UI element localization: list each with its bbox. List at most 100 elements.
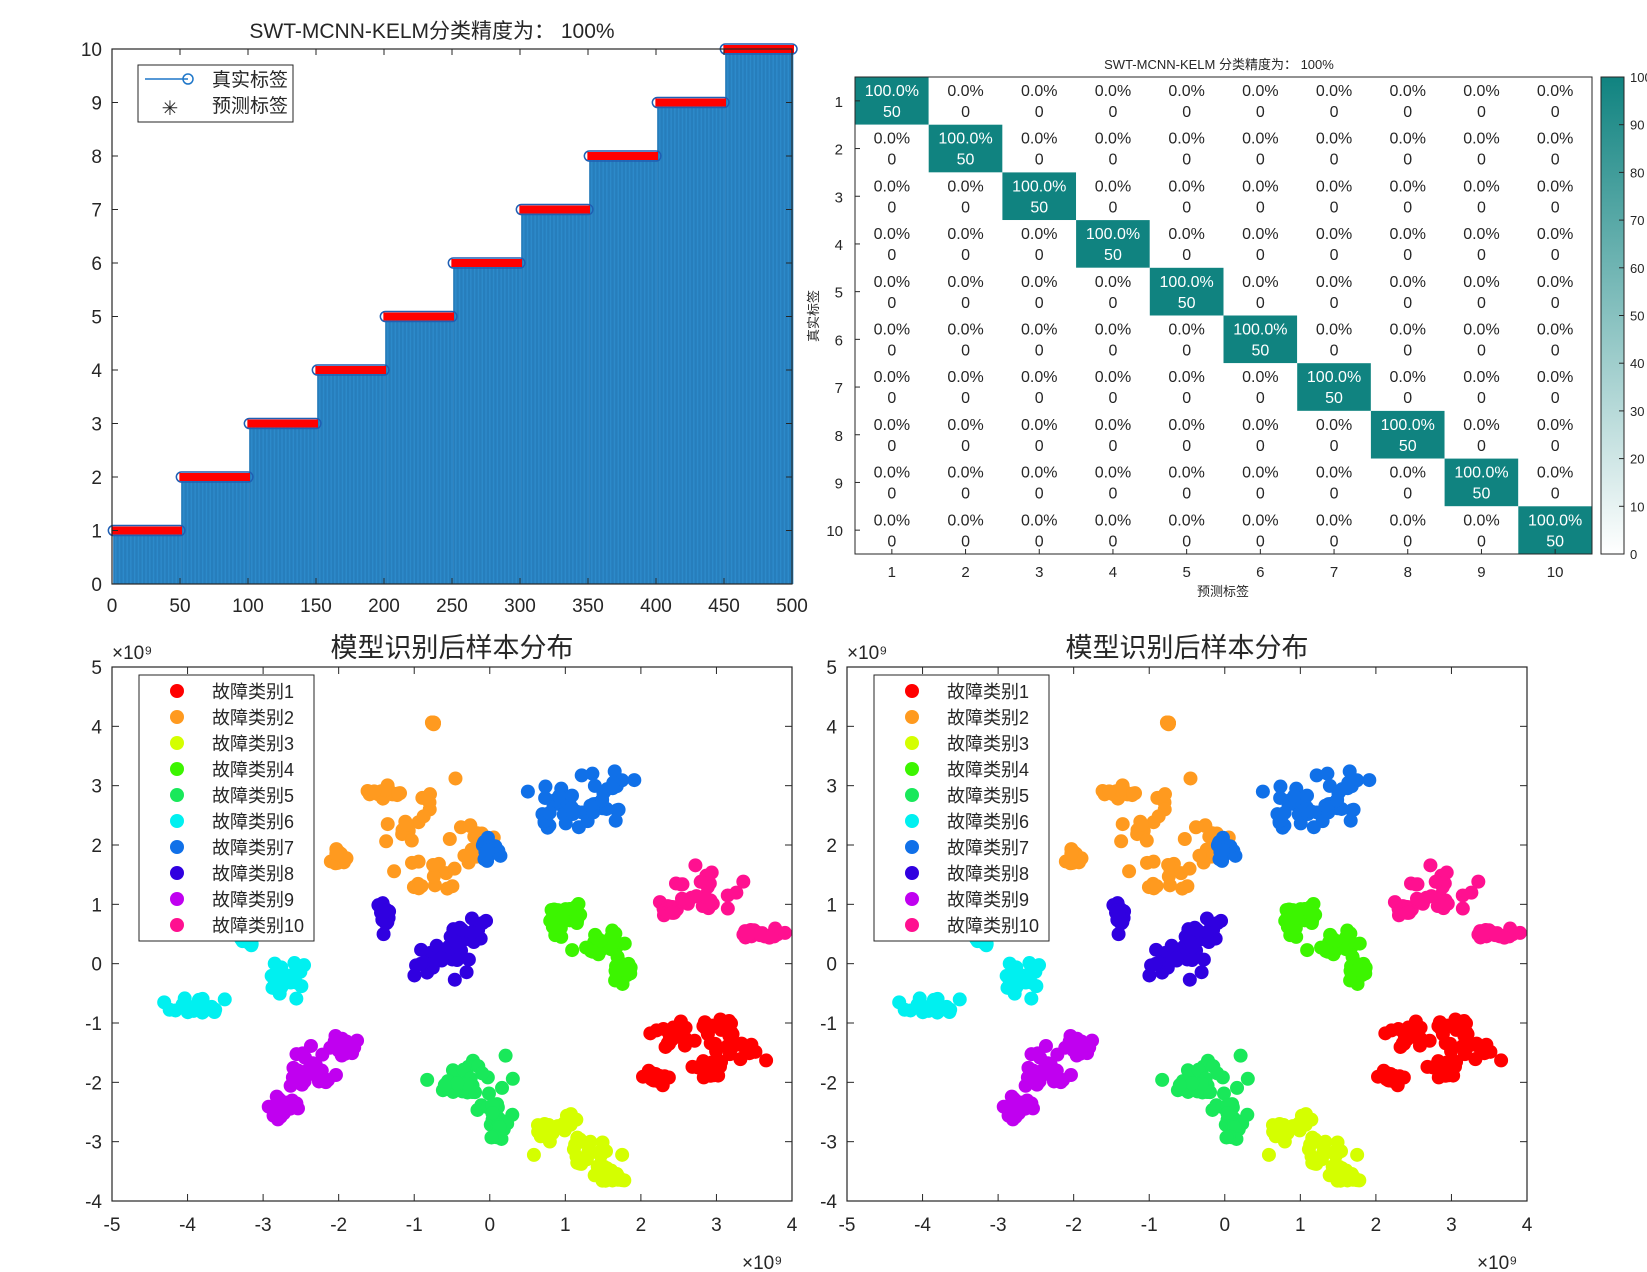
cm-cell-percent: 0.0% [1390,322,1426,339]
point-class-9 [1020,1070,1035,1085]
cm-cell-count: 0 [1182,199,1191,216]
cm-y-tick-label: 9 [835,475,843,492]
cm-cell-percent: 0.0% [1021,465,1057,482]
cm-cell [1297,315,1371,364]
y-tick-label: 1 [91,895,102,916]
point-class-8 [434,951,449,966]
cm-cell [1076,410,1150,459]
y-tick-label: -4 [85,1192,102,1213]
point-class-5 [1185,1076,1200,1091]
legend-label-class-3: 故障类别3 [947,734,1029,754]
cm-cell-count: 0 [1256,390,1265,407]
cm-cell-percent: 0.0% [1463,178,1499,195]
point-class-10 [1455,901,1470,916]
cm-cell-percent: 0.0% [947,465,983,482]
point-class-5 [498,1048,513,1063]
point-class-9 [1080,1046,1095,1061]
label-comparison-chart: SWT-MCNN-KELM分类精度为： 100% 0 50 100 150 200 250… [81,20,808,617]
cm-cell-percent: 100.0% [1454,465,1508,482]
legend-marker-class-3 [170,736,184,750]
point-class-2 [426,857,441,872]
y-tick-label: -3 [820,1133,837,1154]
point-class-5 [450,1076,465,1091]
y-tick-label: 0 [91,575,102,596]
point-class-7 [1362,773,1377,788]
point-class-1 [646,1070,661,1085]
point-class-10 [1424,889,1439,904]
cm-cell-diag [1518,506,1592,554]
cm-cell-count: 0 [1256,486,1265,503]
cm-cell [1297,267,1371,316]
cm-ylabel: 真实标签 [806,290,821,342]
point-class-7 [1343,813,1358,828]
cm-cell-count: 0 [1108,152,1117,169]
point-class-2 [380,817,395,832]
scatter-legend: 故障类别1 故障类别2 故障类别3 故障类别4 故障类别5 故障类别6 故障类别7 故障类别8… [873,674,1050,942]
point-class-4 [1304,916,1319,931]
cm-cell [1518,410,1592,459]
cm-cell-percent: 0.0% [1316,274,1352,291]
y-tick-label: 3 [91,777,102,798]
point-class-7 [1346,802,1361,817]
predicted-band [111,526,182,535]
cm-title: SWT-MCNN-KELM 分类精度为： 100% [1104,57,1334,72]
point-class-2 [1157,787,1172,802]
point-class-1 [1469,1036,1484,1051]
cm-cell-count: 50 [1104,247,1122,264]
point-class-1 [733,1052,748,1067]
cm-cell-count: 0 [1551,199,1560,216]
scatter-title: 模型识别后样本分布 [1066,633,1309,663]
point-class-7 [574,768,589,783]
point-class-2 [387,864,402,879]
cm-cell-percent: 0.0% [1390,274,1426,291]
cm-cell-percent: 0.0% [947,369,983,386]
x-tick-label: 350 [572,596,604,617]
x-tick-label: -4 [179,1215,196,1236]
cm-cell-diag [928,124,1003,173]
cm-cell-count: 0 [1256,438,1265,455]
cm-cell-percent: 0.0% [1463,369,1499,386]
legend-marker-pred: ✳ [162,98,179,120]
cm-cell-count: 50 [1473,486,1491,503]
point-class-2 [1114,834,1129,849]
point-class-10 [1400,905,1415,920]
point-class-2 [448,771,463,786]
y-tick-label: 9 [91,94,102,115]
y-tick-label: 5 [91,308,102,329]
point-class-1 [1381,1070,1396,1085]
cm-cell-count: 0 [1182,343,1191,360]
point-class-7 [587,778,602,793]
cm-cell [928,220,1003,268]
point-class-6 [931,1004,946,1019]
point-class-7 [605,781,620,796]
cm-cell-percent: 0.0% [1316,131,1352,148]
x-tick-label: 0 [107,596,118,617]
point-class-8 [1185,953,1200,968]
true-marker-band [515,203,594,216]
x-tick-label: 100 [232,596,264,617]
legend-marker-class-7 [170,840,184,854]
cm-cell-percent: 0.0% [1168,369,1204,386]
point-class-9 [273,1109,288,1124]
point-class-2 [1115,817,1130,832]
point-class-7 [1322,778,1337,793]
cm-cell [928,315,1003,364]
legend: 真实标签 ✳ 预测标签 [137,64,294,123]
cm-cell-count: 50 [1030,199,1048,216]
cm-y-tick-label: 7 [835,380,843,397]
point-class-7 [627,773,642,788]
point-class-2 [399,817,414,832]
cm-cell-percent: 0.0% [1168,178,1204,195]
cm-cell-diag [855,77,929,125]
point-class-7 [608,813,623,828]
point-class-5 [1230,1080,1245,1095]
point-class-3 [559,1108,574,1123]
x-tick-label: 300 [504,596,536,617]
point-class-7 [1287,789,1302,804]
point-class-3 [1285,1119,1300,1134]
cm-cell-percent: 0.0% [1021,131,1057,148]
cm-cell-percent: 0.0% [1168,417,1204,434]
legend-marker-class-9 [905,892,919,906]
cm-cell [1223,220,1298,268]
cm-cell-count: 0 [1256,533,1265,550]
